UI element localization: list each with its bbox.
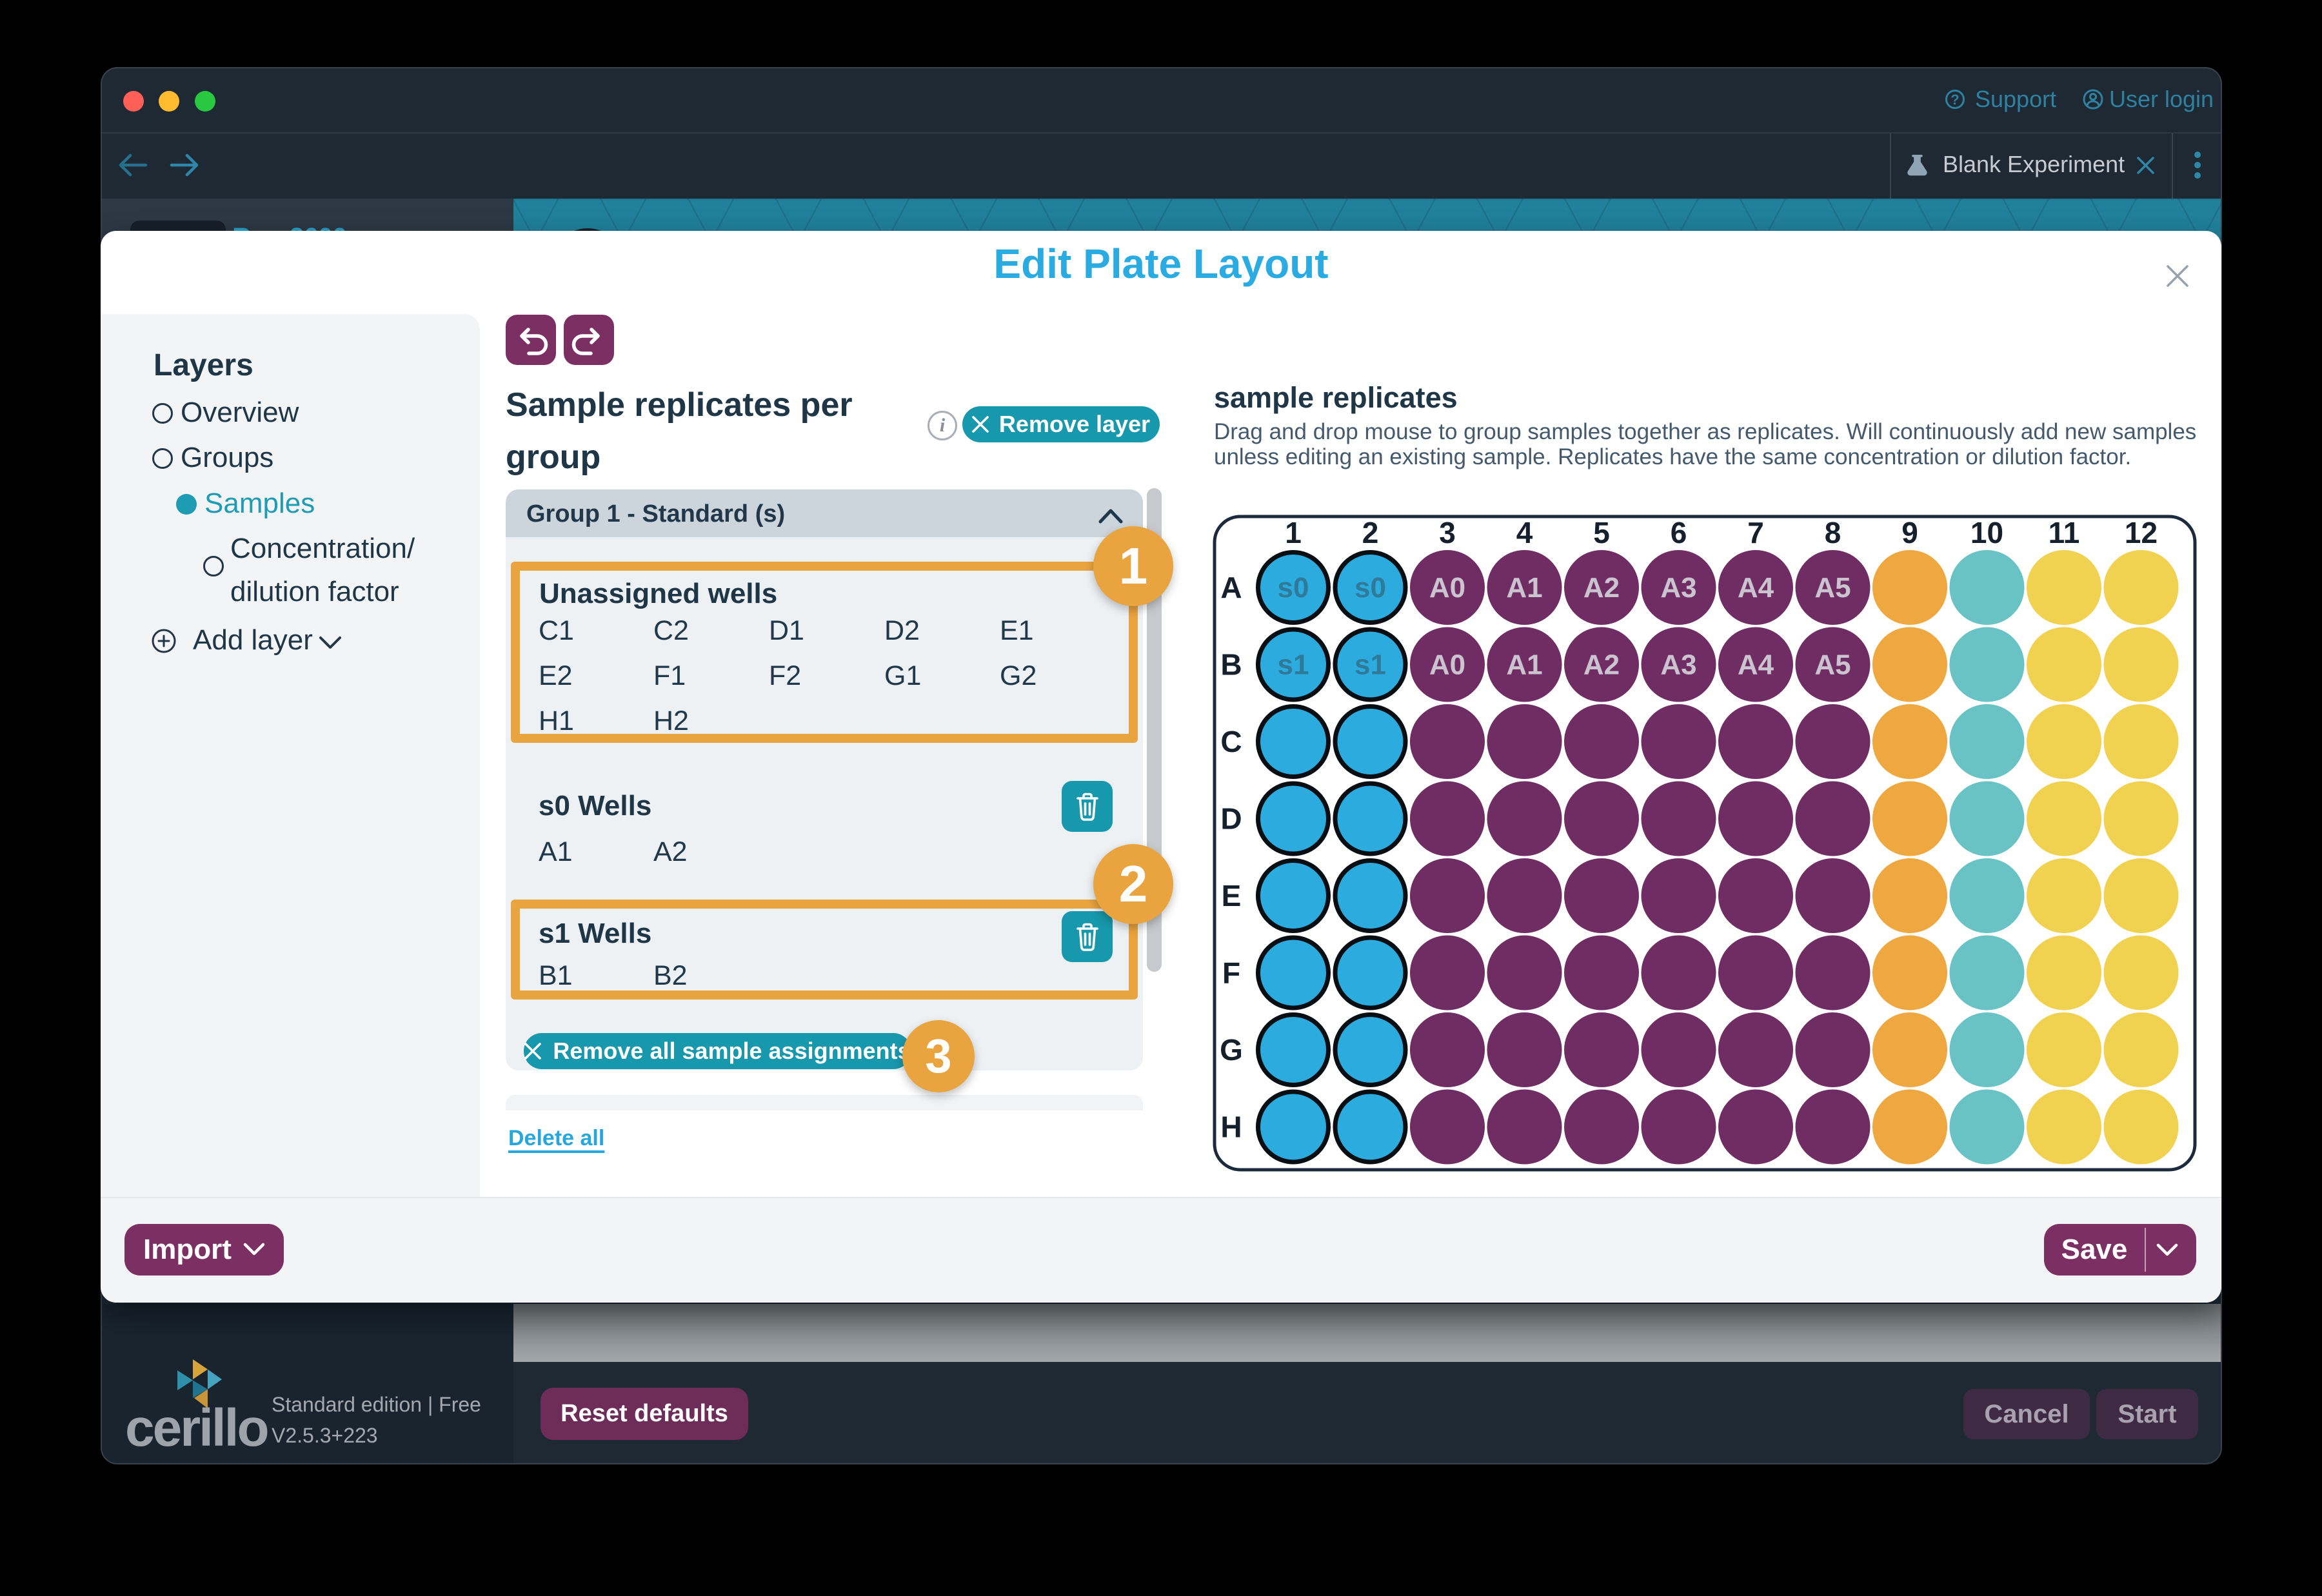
svg-text:A4: A4	[1738, 572, 1774, 604]
svg-text:10: 10	[1970, 516, 2003, 549]
svg-text:5: 5	[1593, 516, 1610, 549]
svg-text:E: E	[1222, 879, 1242, 912]
svg-text:A3: A3	[1660, 572, 1696, 604]
svg-text:s0: s0	[1354, 572, 1386, 604]
svg-text:D: D	[1220, 802, 1242, 836]
svg-text:A0: A0	[1429, 649, 1465, 681]
svg-text:G: G	[1220, 1033, 1243, 1067]
svg-text:2: 2	[1362, 516, 1379, 549]
svg-text:A: A	[1220, 571, 1242, 604]
svg-text:6: 6	[1671, 516, 1687, 549]
svg-text:A3: A3	[1660, 649, 1696, 681]
svg-text:9: 9	[1901, 516, 1918, 549]
svg-text:7: 7	[1747, 516, 1764, 549]
svg-text:3: 3	[1439, 516, 1456, 549]
svg-text:A2: A2	[1583, 572, 1620, 604]
svg-text:1: 1	[1285, 516, 1302, 549]
svg-text:8: 8	[1825, 516, 1841, 549]
svg-text:A5: A5	[1814, 649, 1851, 681]
svg-text:A4: A4	[1738, 649, 1774, 681]
svg-text:4: 4	[1516, 516, 1533, 549]
svg-text:11: 11	[2049, 516, 2080, 549]
svg-text:s1: s1	[1278, 649, 1309, 681]
svg-text:A1: A1	[1506, 572, 1542, 604]
svg-text:s1: s1	[1354, 649, 1386, 681]
svg-text:A0: A0	[1429, 572, 1465, 604]
svg-text:C: C	[1220, 725, 1242, 758]
svg-text:12: 12	[2125, 516, 2158, 549]
svg-text:s0: s0	[1278, 572, 1309, 604]
svg-text:A5: A5	[1814, 572, 1851, 604]
svg-text:F: F	[1222, 956, 1240, 990]
svg-text:H: H	[1220, 1110, 1242, 1144]
svg-text:B: B	[1220, 648, 1242, 682]
svg-text:A1: A1	[1506, 649, 1542, 681]
svg-text:A2: A2	[1583, 649, 1620, 681]
